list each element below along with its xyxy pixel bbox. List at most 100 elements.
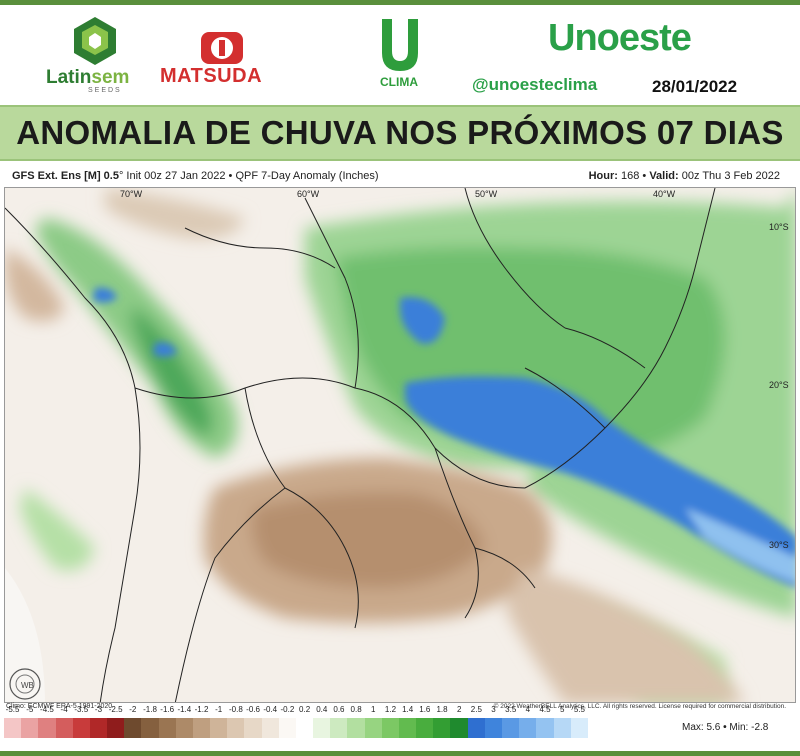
colorbar-tick-label: 3.5 xyxy=(505,705,517,714)
colorbar-tick-label: 4.5 xyxy=(539,705,551,714)
colorbar-tick-label: -1.2 xyxy=(194,705,209,714)
map-svg: 70°W 60°W 50°W 40°W 10°S 20°S 30°S WB xyxy=(5,188,795,702)
colorbar-tick-label: 1.4 xyxy=(402,705,414,714)
lon-label-40w: 40°W xyxy=(653,189,676,199)
colorbar-tick-label: 1.6 xyxy=(419,705,431,714)
colorbar-swatch xyxy=(210,718,228,738)
valid-time: Hour: 168 • Valid: 00z Thu 3 Feb 2022 xyxy=(588,170,780,182)
colorbar-tick-label: 1.2 xyxy=(384,705,397,714)
colorbar-swatch xyxy=(55,718,73,738)
colorbar-swatch xyxy=(553,718,571,738)
lat-label-30s: 30°S xyxy=(769,540,789,550)
colorbar-swatch xyxy=(72,718,90,738)
model-info: GFS Ext. Ens [M] 0.5° Init 00z 27 Jan 20… xyxy=(12,170,379,182)
colorbar-tick-label: -1.6 xyxy=(160,705,175,714)
u-clima-logo-icon xyxy=(382,19,418,71)
colorbar-tick-label: -0.2 xyxy=(280,705,295,714)
colorbar-swatch xyxy=(295,718,314,738)
bottom-border xyxy=(0,751,800,756)
colorbar-tick-label: -1.8 xyxy=(143,705,157,714)
page-title: ANOMALIA DE CHUVA NOS PRÓXIMOS 07 DIAS xyxy=(16,114,784,151)
colorbar-swatch xyxy=(519,718,537,738)
title-banner: ANOMALIA DE CHUVA NOS PRÓXIMOS 07 DIAS xyxy=(0,105,800,161)
colorbar-labels: -5.5 -5 -4.5 -4 -3.5 -3 -2.5 -2 -1.8 -1.6 -1.4 -1.2… xyxy=(4,705,588,717)
colorbar-swatch xyxy=(141,718,159,738)
u-clima-label: CLIMA xyxy=(380,75,418,89)
post-date: 28/01/2022 xyxy=(652,77,738,96)
political-borders xyxy=(5,188,716,702)
colorbar-swatch xyxy=(192,718,211,738)
dry-anomaly-region xyxy=(5,188,744,702)
latinsem-seeds: SEEDS xyxy=(88,87,122,94)
lon-label-50w: 50°W xyxy=(475,189,498,199)
unoeste-logo: Unoeste xyxy=(548,17,692,59)
matsuda-name: MATSUDA xyxy=(160,65,263,87)
colorbar-tick-label: -3.5 xyxy=(74,705,89,714)
colorbar-tick-label: 4 xyxy=(525,705,531,714)
colorbar-swatch xyxy=(501,718,520,738)
colorbar-swatch xyxy=(313,718,331,738)
lon-label-60w: 60°W xyxy=(297,189,320,199)
climatology-note: Climo: ECMWF ERA-5 1991-2020 xyxy=(6,703,113,710)
colorbar-swatch xyxy=(227,718,245,738)
lat-label-10s: 10°S xyxy=(769,222,789,232)
colorbar-swatch xyxy=(330,718,348,738)
colorbar-swatch xyxy=(244,718,262,738)
colorbar-swatch xyxy=(484,718,502,738)
colorbar-tick-label: 1.8 xyxy=(436,705,448,714)
colorbar-swatch xyxy=(278,718,296,738)
colorbar-swatch xyxy=(450,718,468,738)
colorbar-tick-label: 5.5 xyxy=(573,705,585,714)
heavy-rain-region xyxy=(93,287,795,588)
matsuda-logo-icon xyxy=(201,32,243,64)
colorbar-swatch xyxy=(467,718,485,738)
colorbar-tick-label: -5.5 xyxy=(5,705,20,714)
header: Latinsem SEEDS MATSUDA CLIMA Unoeste @un… xyxy=(0,5,800,105)
latinsem-logo-icon xyxy=(74,17,116,65)
colorbar-swatch xyxy=(38,718,56,738)
colorbar-swatch xyxy=(158,718,176,738)
colorbar-tick-label: -2 xyxy=(129,705,137,714)
colorbar-swatch xyxy=(21,718,39,738)
colorbar-swatch xyxy=(536,718,554,738)
colorbar-swatch xyxy=(416,718,434,738)
anomaly-map: 70°W 60°W 50°W 40°W 10°S 20°S 30°S WB xyxy=(4,187,796,703)
colorbar-tick-label: 0.2 xyxy=(299,705,311,714)
colorbar-swatch xyxy=(347,718,365,738)
colorbar-tick-label: 2.5 xyxy=(470,705,482,714)
colorbar-swatch xyxy=(261,718,279,738)
lon-label-70w: 70°W xyxy=(120,189,143,199)
colorbar-tick-label: -5 xyxy=(26,705,34,714)
colorbar-tick-label: -3 xyxy=(94,705,103,714)
colorbar-tick-label: 0.6 xyxy=(333,705,345,714)
colorbar-swatch xyxy=(124,718,142,738)
colorbar-swatch xyxy=(364,718,382,738)
colorbar-tick-label: -0.6 xyxy=(246,705,260,714)
colorbar-tick-label: -0.4 xyxy=(263,705,278,714)
colorbar-swatch xyxy=(398,718,417,738)
colorbar-tick-label: -1 xyxy=(215,705,223,714)
max-min-readout: Max: 5.6 • Min: -2.8 xyxy=(682,722,769,733)
weatherbell-logo: WB xyxy=(9,668,41,700)
colorbar-tick-label: 3 xyxy=(491,705,496,714)
colorbar-tick-label: -4 xyxy=(60,705,68,714)
colorbar-swatch xyxy=(4,718,22,738)
colorbar-tick-label: -0.8 xyxy=(228,705,243,714)
colorbar-swatch xyxy=(381,718,399,738)
colorbar-tick-label: 2 xyxy=(456,705,462,714)
svg-text:WB: WB xyxy=(21,681,34,690)
lat-label-20s: 20°S xyxy=(769,380,789,390)
colorbar-tick-label: 1 xyxy=(371,705,376,714)
latinsem-name: Latinsem xyxy=(46,67,130,88)
colorbar-swatch xyxy=(570,718,588,738)
colorbar-tick-label: 5 xyxy=(560,705,565,714)
colorbar-tick-label: 0.8 xyxy=(350,705,362,714)
colorbar-tick-label: -4.5 xyxy=(40,705,54,714)
colorbar-tick-label: -1.4 xyxy=(177,705,192,714)
top-border xyxy=(0,0,800,5)
colorbar-swatch xyxy=(175,718,193,738)
colorbar xyxy=(4,718,588,738)
social-handle: @unoesteclima xyxy=(472,75,598,94)
colorbar-tick-label: 0.4 xyxy=(316,705,328,714)
colorbar-tick-label: -2.5 xyxy=(108,705,123,714)
